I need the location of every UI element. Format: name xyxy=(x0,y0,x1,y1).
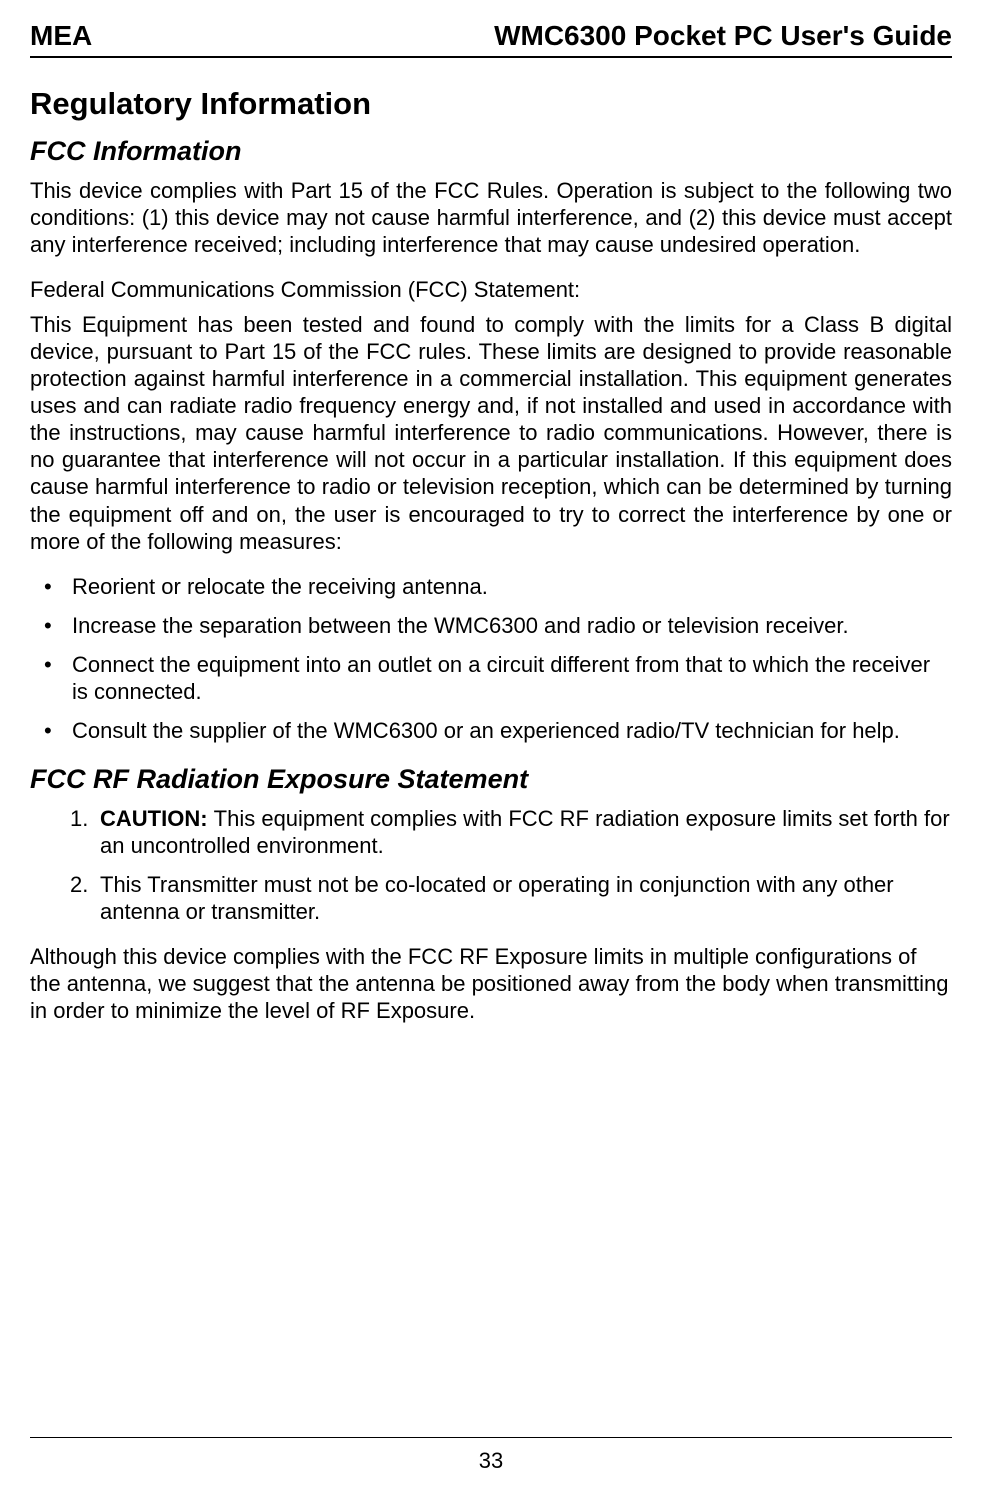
footer-divider xyxy=(30,1437,952,1438)
list-item: Consult the supplier of the WMC6300 or a… xyxy=(72,717,952,744)
fcc-statement-body: This Equipment has been tested and found… xyxy=(30,311,952,554)
rf-exposure-heading: FCC RF Radiation Exposure Statement xyxy=(30,764,952,795)
list-item: 2. This Transmitter must not be co-locat… xyxy=(100,871,952,925)
section-title: Regulatory Information xyxy=(30,86,952,122)
item-number: 2. xyxy=(70,871,88,898)
rf-exposure-list: 1. CAUTION: This equipment complies with… xyxy=(30,805,952,925)
caution-label: CAUTION: xyxy=(100,806,214,831)
item-number: 1. xyxy=(70,805,88,832)
item-text: This Transmitter must not be co-located … xyxy=(100,872,894,924)
page-number: 33 xyxy=(30,1448,952,1474)
page-header: MEA WMC6300 Pocket PC User's Guide xyxy=(30,20,952,58)
page-footer: 33 xyxy=(30,1437,952,1474)
header-right: WMC6300 Pocket PC User's Guide xyxy=(494,20,952,52)
rf-closing-paragraph: Although this device complies with the F… xyxy=(30,943,952,1024)
fcc-intro-paragraph: This device complies with Part 15 of the… xyxy=(30,177,952,258)
list-item: Connect the equipment into an outlet on … xyxy=(72,651,952,705)
header-left: MEA xyxy=(30,20,92,52)
fcc-measures-list: Reorient or relocate the receiving anten… xyxy=(30,573,952,744)
list-item: Increase the separation between the WMC6… xyxy=(72,612,952,639)
fcc-statement-title: Federal Communications Commission (FCC) … xyxy=(30,276,952,303)
list-item: Reorient or relocate the receiving anten… xyxy=(72,573,952,600)
fcc-info-heading: FCC Information xyxy=(30,136,952,167)
list-item: 1. CAUTION: This equipment complies with… xyxy=(100,805,952,859)
item-text: This equipment complies with FCC RF radi… xyxy=(100,806,950,858)
